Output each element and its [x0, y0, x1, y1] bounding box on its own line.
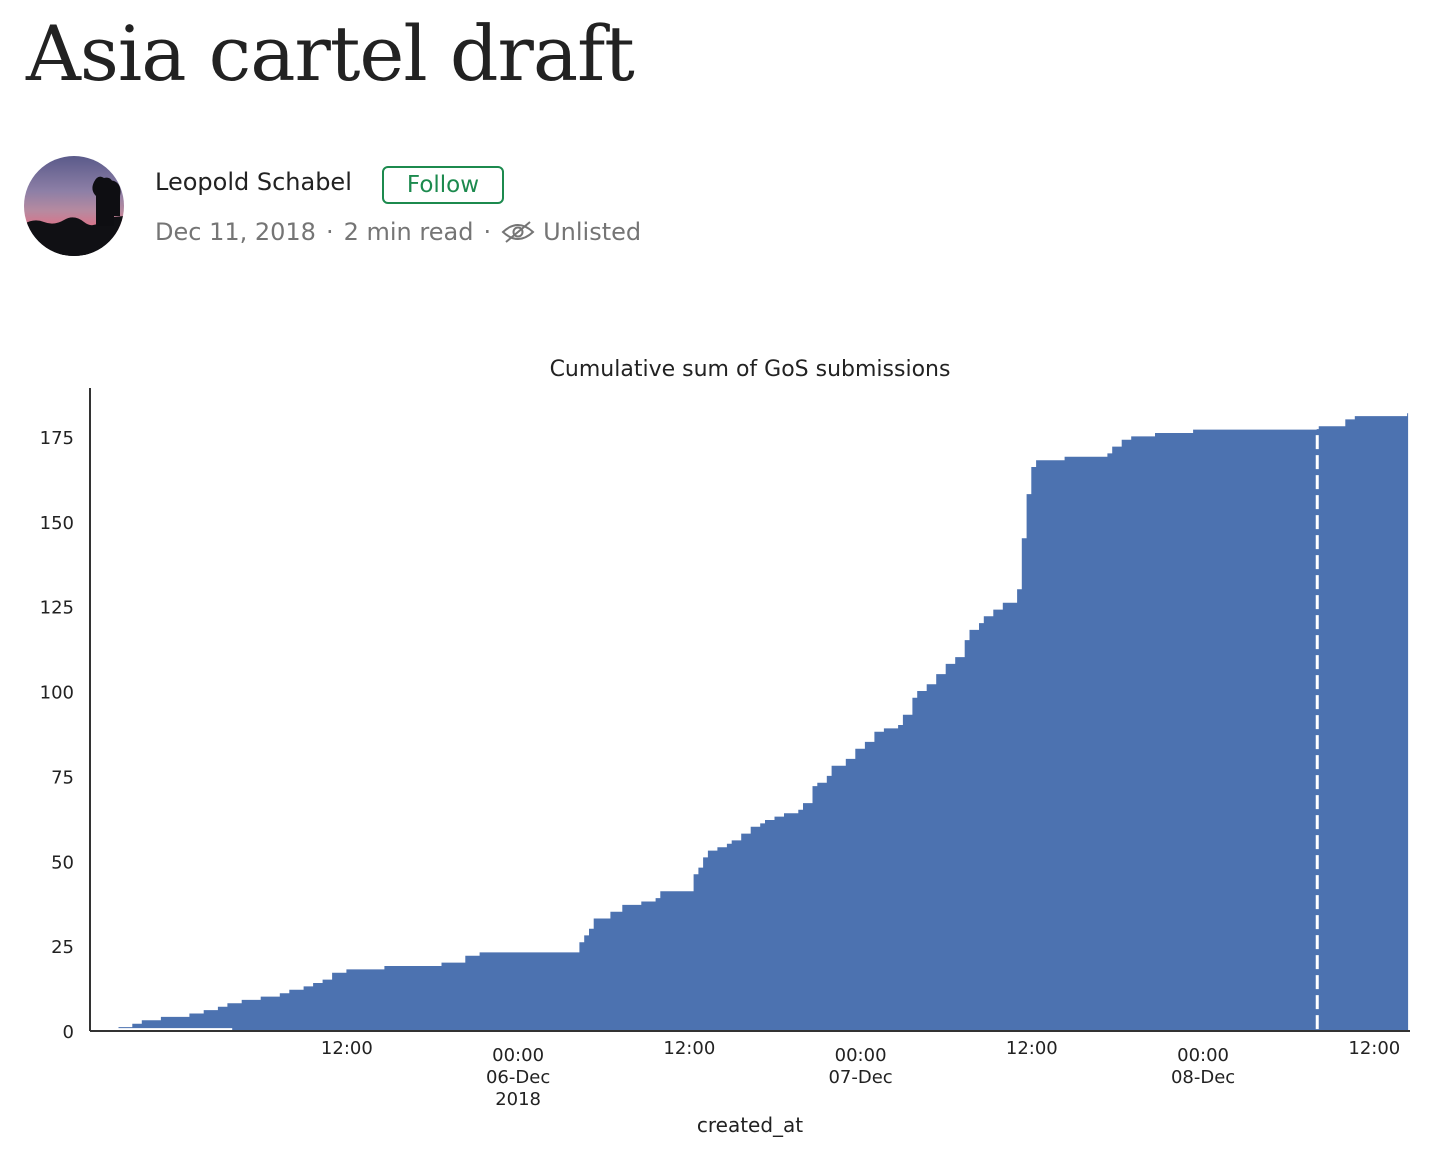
meta-separator: · [325, 218, 334, 246]
x-tick-label-line: 12:00 [321, 1038, 373, 1059]
y-tick-label: 25 [51, 937, 74, 958]
meta-separator: · [483, 218, 492, 246]
x-tick-label-line: 08-Dec [1171, 1067, 1235, 1088]
x-tick-label-line: 00:00 [1177, 1045, 1229, 1066]
avatar-photo [24, 156, 124, 256]
read-time: 2 min read [343, 218, 474, 246]
visibility-status: Unlisted [543, 218, 642, 246]
x-tick-label-line: 06-Dec [486, 1067, 550, 1088]
x-tick-label-line: 00:00 [492, 1045, 544, 1066]
x-tick-label: 12:00 [663, 1038, 715, 1059]
x-tick-label: 12:00 [321, 1038, 373, 1059]
x-tick-label: 00:00 06-Dec 2018 [486, 1045, 550, 1110]
y-tick-label: 100 [40, 683, 74, 704]
author-avatar[interactable] [24, 156, 124, 256]
article-meta: Dec 11, 2018 · 2 min read · Unlisted [155, 214, 641, 250]
x-tick-label: 00:00 08-Dec [1171, 1045, 1235, 1088]
x-tick-label-line: 2018 [495, 1089, 541, 1110]
x-tick-label-line: 00:00 [835, 1045, 887, 1066]
x-tick-label: 00:00 07-Dec [828, 1045, 892, 1088]
x-tick-label: 12:00 [1006, 1038, 1058, 1059]
x-tick-label-line: 12:00 [1348, 1038, 1400, 1059]
y-tick-label: 75 [51, 767, 74, 788]
chart-title: Cumulative sum of GoS submissions [550, 357, 951, 382]
cumulative-chart: Cumulative sum of GoS submissions 0 25 50 7… [40, 357, 1410, 1137]
y-tick-label: 175 [40, 428, 74, 449]
cumulative-area [118, 413, 1409, 1032]
x-axis-label: created_at [697, 1113, 803, 1137]
y-tick-label: 0 [63, 1022, 74, 1043]
y-tick-label: 125 [40, 598, 74, 619]
article-title: Asia cartel draft [26, 9, 635, 98]
x-tick-label: 12:00 [1348, 1038, 1400, 1059]
eye-slash-icon [501, 221, 535, 243]
plot-area [118, 413, 1409, 1032]
x-tick-label-line: 12:00 [663, 1038, 715, 1059]
x-tick-label-line: 12:00 [1006, 1038, 1058, 1059]
x-tick-label-line: 07-Dec [828, 1067, 892, 1088]
author-name[interactable]: Leopold Schabel [155, 168, 352, 196]
publish-date: Dec 11, 2018 [155, 218, 316, 246]
y-tick-label: 50 [51, 852, 74, 873]
follow-button[interactable]: Follow [382, 166, 504, 204]
y-tick-label: 150 [40, 513, 74, 534]
